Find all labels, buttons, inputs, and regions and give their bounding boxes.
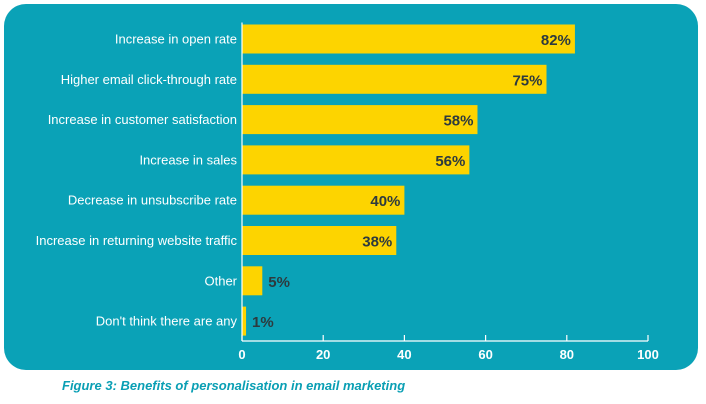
value-label: 5% [268,274,290,291]
x-tick-label: 0 [238,347,245,362]
bar [242,185,405,215]
x-tick-label: 60 [478,347,492,362]
x-tick-label: 80 [560,347,574,362]
value-label: 40% [370,193,400,210]
value-label: 1% [252,314,274,331]
category-label: Increase in open rate [115,32,237,47]
bars-layer [242,24,575,336]
bar [242,306,247,336]
category-label: Increase in returning website traffic [36,233,238,248]
value-label: 58% [443,113,473,130]
value-label: 82% [541,32,571,49]
bar [242,226,397,255]
category-label: Higher email click-through rate [61,72,237,87]
x-tick-label: 100 [637,347,659,362]
category-label: Increase in sales [139,152,237,167]
bar [242,266,263,296]
value-label: 75% [512,72,542,89]
category-label: Decrease in unsubscribe rate [68,193,237,208]
x-tick-label: 20 [316,347,330,362]
bar [242,145,470,175]
category-label: Increase in customer satisfaction [48,112,237,127]
value-label: 38% [362,234,392,251]
category-label: Other [204,273,237,288]
value-label: 56% [435,153,465,170]
figure-caption: Figure 3: Benefits of personalisation in… [62,378,406,393]
x-axis: 0 20 40 60 80 100 [238,22,659,362]
bar [242,64,547,94]
x-tick-label: 40 [397,347,411,362]
labels-layer: Increase in open rate 82% Higher email cli… [36,32,571,332]
category-label: Don't think there are any [96,314,238,329]
bar [242,24,575,54]
bar [242,105,478,135]
